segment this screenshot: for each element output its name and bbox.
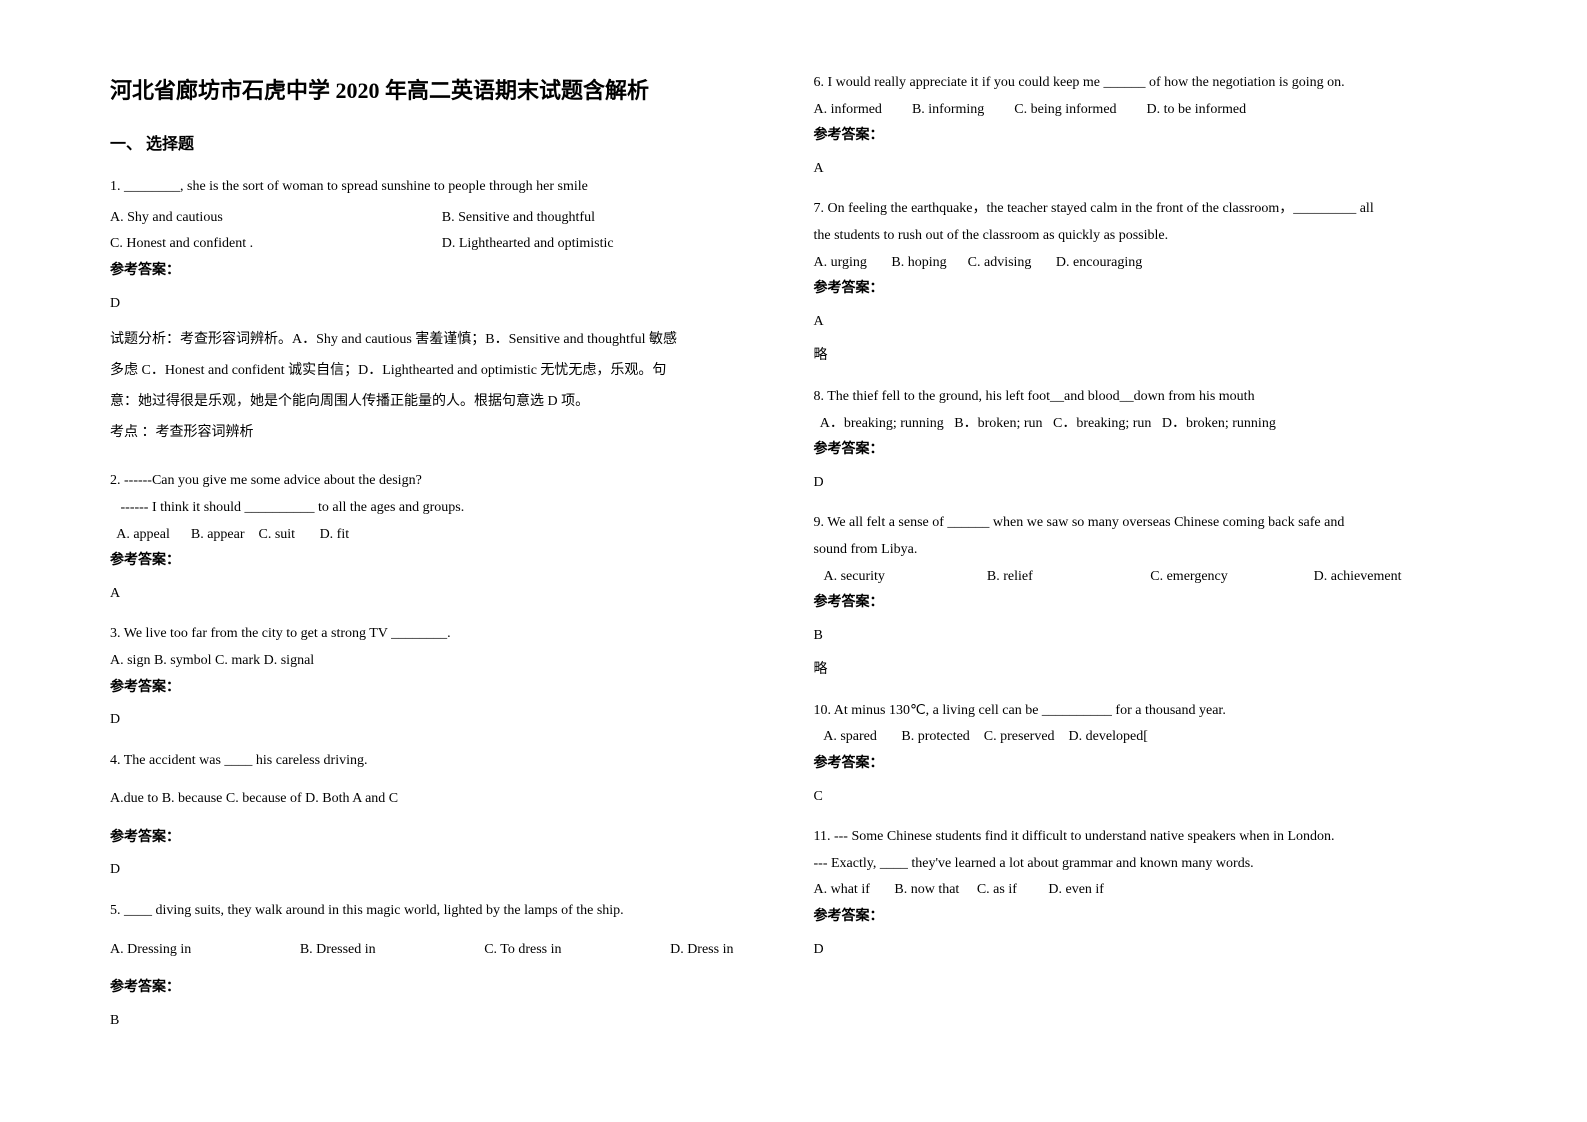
question-1: 1. ________, she is the sort of woman to… [110, 174, 774, 448]
q9-optD: D. achievement [1314, 564, 1477, 591]
answer-label: 参考答案： [814, 751, 1478, 778]
q8-answer: D [814, 470, 1478, 497]
q10-text: 10. At minus 130℃, a living cell can be … [814, 698, 1478, 725]
question-5: 5. ____ diving suits, they walk around i… [110, 898, 774, 1034]
q9-text2: sound from Libya. [814, 537, 1478, 564]
q6-optA: A. informed [814, 97, 882, 124]
q8-text: 8. The thief fell to the ground, his lef… [814, 384, 1478, 411]
question-4: 4. The accident was ____ his careless dr… [110, 748, 774, 884]
q7-extra: 略 [814, 343, 1478, 370]
q9-optB: B. relief [987, 564, 1150, 591]
q2-opts: A. appeal B. appear C. suit D. fit [110, 522, 774, 549]
question-3: 3. We live too far from the city to get … [110, 621, 774, 733]
question-7: 7. On feeling the earthquake，the teacher… [814, 196, 1478, 370]
q9-extra: 略 [814, 657, 1478, 684]
q6-text: 6. I would really appreciate it if you c… [814, 70, 1478, 97]
q5-answer: B [110, 1008, 774, 1035]
q9-optC: C. emergency [1150, 564, 1313, 591]
q1-analysis3: 意：她过得很是乐观，她是个能向周围人传播正能量的人。根据句意选 D 项。 [110, 387, 774, 418]
q7-answer: A [814, 309, 1478, 336]
q2-answer: A [110, 581, 774, 608]
page-title: 河北省廊坊市石虎中学 2020 年高二英语期末试题含解析 [110, 70, 774, 112]
question-2: 2. ------Can you give me some advice abo… [110, 468, 774, 607]
q9-text1: 9. We all felt a sense of ______ when we… [814, 510, 1478, 537]
q7-text1: 7. On feeling the earthquake，the teacher… [814, 196, 1478, 223]
q1-answer: D [110, 291, 774, 318]
answer-label: 参考答案： [814, 123, 1478, 150]
q9-optA: A. security [824, 564, 987, 591]
q1-optA: A. Shy and cautious [110, 205, 442, 232]
q6-answer: A [814, 156, 1478, 183]
section-header: 一、 选择题 [110, 130, 774, 160]
q1-analysis2: 多虑 C．Honest and confident 诚实自信；D．Lighthe… [110, 356, 774, 387]
q4-answer: D [110, 857, 774, 884]
q11-text2: --- Exactly, ____ they've learned a lot … [814, 851, 1478, 878]
q1-analysis1: 试题分析：考查形容词辨析。A．Shy and cautious 害羞谨慎；B．S… [110, 325, 774, 356]
q9-answer: B [814, 623, 1478, 650]
q5-optA: A. Dressing in [110, 937, 191, 964]
q8-opts: A．breaking; running B．broken; run C．brea… [814, 411, 1478, 438]
right-column: 6. I would really appreciate it if you c… [794, 70, 1498, 1052]
q10-answer: C [814, 784, 1478, 811]
question-10: 10. At minus 130℃, a living cell can be … [814, 698, 1478, 810]
q5-optB: B. Dressed in [300, 937, 376, 964]
q11-text1: 11. --- Some Chinese students find it di… [814, 824, 1478, 851]
left-column: 河北省廊坊市石虎中学 2020 年高二英语期末试题含解析 一、 选择题 1. _… [90, 70, 794, 1052]
q3-opts: A. sign B. symbol C. mark D. signal [110, 648, 774, 675]
q2-text1: 2. ------Can you give me some advice abo… [110, 468, 774, 495]
q7-text2: the students to rush out of the classroo… [814, 223, 1478, 250]
q11-opts: A. what if B. now that C. as if D. even … [814, 877, 1478, 904]
q5-optD: D. Dress in [670, 937, 733, 964]
q5-text: 5. ____ diving suits, they walk around i… [110, 898, 774, 925]
answer-label: 参考答案： [110, 258, 774, 285]
q1-analysis4: 考点 ：考查形容词辨析 [110, 418, 774, 449]
q1-text: 1. ________, she is the sort of woman to… [110, 174, 774, 201]
question-11: 11. --- Some Chinese students find it di… [814, 824, 1478, 963]
answer-label: 参考答案： [814, 276, 1478, 303]
q1-optC: C. Honest and confident . [110, 231, 442, 258]
answer-label: 参考答案： [814, 590, 1478, 617]
q4-opts: A.due to B. because C. because of D. Bot… [110, 786, 774, 813]
question-9: 9. We all felt a sense of ______ when we… [814, 510, 1478, 684]
answer-label: 参考答案： [110, 548, 774, 575]
q7-opts: A. urging B. hoping C. advising D. encou… [814, 250, 1478, 277]
q6-optD: D. to be informed [1147, 97, 1247, 124]
q1-optD: D. Lighthearted and optimistic [442, 231, 774, 258]
q3-answer: D [110, 707, 774, 734]
q11-answer: D [814, 937, 1478, 964]
question-6: 6. I would really appreciate it if you c… [814, 70, 1478, 182]
q2-text2: ------ I think it should __________ to a… [110, 495, 774, 522]
q4-text: 4. The accident was ____ his careless dr… [110, 748, 774, 775]
q6-optC: C. being informed [1014, 97, 1116, 124]
answer-label: 参考答案： [110, 975, 774, 1002]
answer-label: 参考答案： [814, 904, 1478, 931]
q6-optB: B. informing [912, 97, 984, 124]
q1-optB: B. Sensitive and thoughtful [442, 205, 774, 232]
question-8: 8. The thief fell to the ground, his lef… [814, 384, 1478, 496]
q3-text: 3. We live too far from the city to get … [110, 621, 774, 648]
answer-label: 参考答案： [110, 825, 774, 852]
answer-label: 参考答案： [814, 437, 1478, 464]
q5-optC: C. To dress in [484, 937, 561, 964]
q10-opts: A. spared B. protected C. preserved D. d… [814, 724, 1478, 751]
answer-label: 参考答案： [110, 675, 774, 702]
